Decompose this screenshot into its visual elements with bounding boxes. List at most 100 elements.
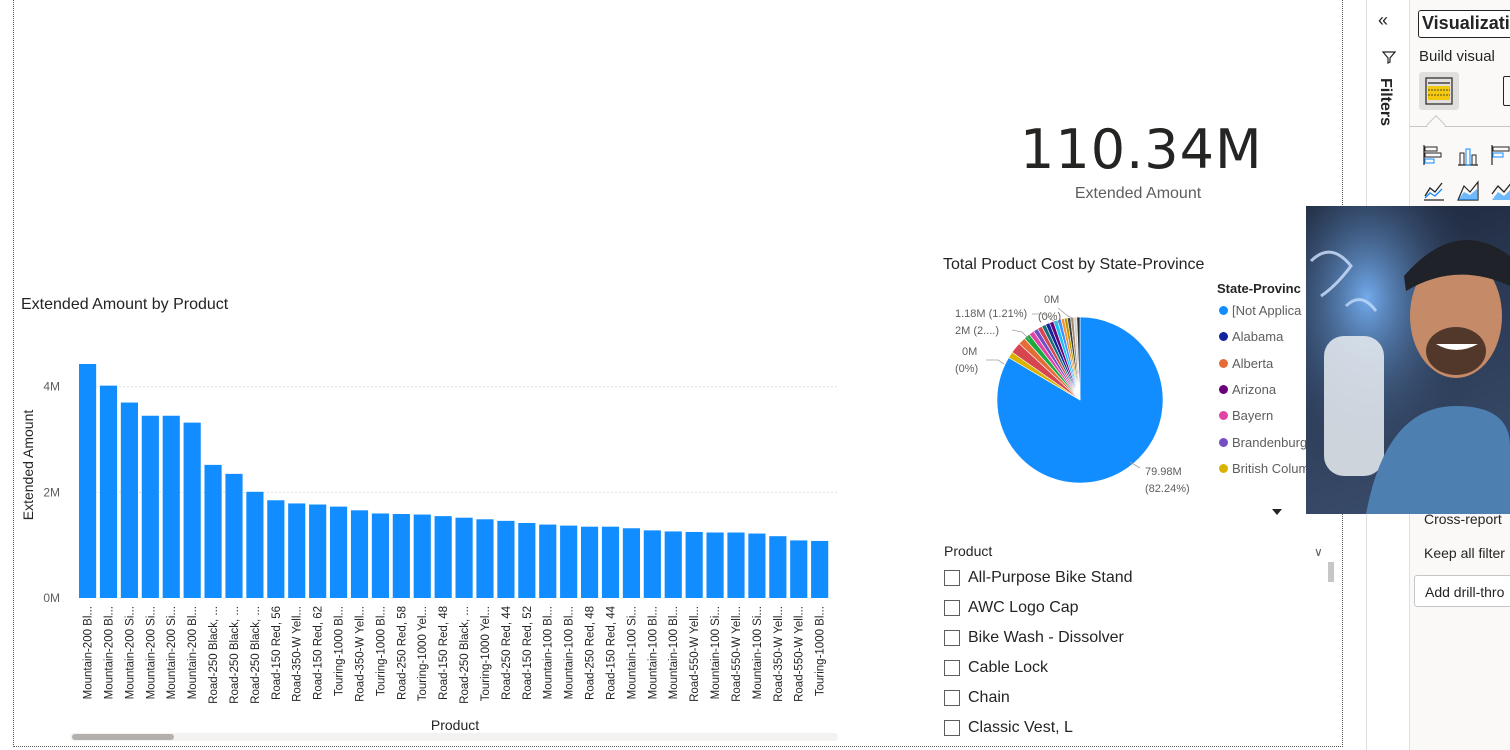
line-chart-icon[interactable] [1422, 178, 1446, 202]
pie-slice[interactable] [1076, 316, 1081, 401]
fields-well-icon[interactable] [1419, 72, 1459, 110]
bar[interactable] [350, 510, 369, 598]
slicer-item-label: AWC Logo Cap [968, 599, 1079, 616]
bar[interactable] [518, 522, 536, 598]
bar[interactable] [434, 516, 452, 598]
bar[interactable] [413, 514, 431, 598]
bar[interactable] [79, 363, 97, 598]
pie-data-label: 2M (2....) [955, 325, 999, 337]
legend-dot-icon [1219, 437, 1228, 447]
bar[interactable] [330, 506, 348, 598]
format-visual-icon[interactable] [1503, 76, 1510, 106]
x-tick-label: Mountain-200 Bl... [187, 606, 199, 699]
slicer-item[interactable]: AWC Logo Cap [944, 599, 1079, 617]
bar[interactable] [141, 415, 159, 598]
legend-item[interactable]: British Colum [1219, 461, 1309, 476]
clustered-bar-chart-icon[interactable] [1490, 143, 1510, 167]
visualizations-title[interactable]: Visualizati [1418, 10, 1510, 38]
bar[interactable] [811, 540, 829, 598]
checkbox[interactable] [944, 660, 960, 676]
x-tick-label: Touring-1000 Bl... [815, 606, 827, 696]
x-tick-label: Road-150 Red, 48 [438, 606, 450, 700]
area-chart-icon[interactable] [1456, 178, 1480, 202]
legend-item[interactable]: Brandenburg [1219, 435, 1307, 450]
bar[interactable] [664, 531, 682, 598]
webcam-overlay [1306, 206, 1510, 514]
legend-dot-icon [1219, 411, 1228, 421]
bar[interactable] [601, 526, 620, 598]
pie-slice[interactable] [996, 316, 1164, 484]
stacked-bar-chart-icon[interactable] [1422, 143, 1446, 167]
bar[interactable] [706, 532, 724, 598]
bar[interactable] [497, 520, 515, 598]
bar[interactable] [790, 540, 808, 598]
slicer-item-label: All-Purpose Bike Stand [968, 569, 1133, 586]
bar[interactable] [581, 526, 599, 598]
bar[interactable] [685, 531, 703, 598]
add-drill-through-button[interactable]: Add drill-thro [1414, 575, 1510, 607]
bar[interactable] [560, 525, 578, 598]
checkbox[interactable] [944, 720, 960, 736]
bar[interactable] [643, 530, 661, 598]
slicer-item-label: Cable Lock [968, 659, 1049, 676]
bar[interactable] [622, 528, 640, 598]
legend-item[interactable]: Bayern [1219, 408, 1273, 423]
bar[interactable] [392, 514, 410, 598]
bar[interactable] [455, 517, 473, 598]
bar[interactable] [371, 513, 389, 598]
chart-scrollbar-thumb[interactable] [72, 734, 174, 740]
slicer-item[interactable]: Chain [944, 689, 1010, 707]
bar[interactable] [288, 503, 306, 598]
chart-scrollbar-track[interactable] [70, 733, 838, 741]
bar[interactable] [120, 402, 138, 598]
stacked-area-chart-icon[interactable] [1490, 178, 1510, 202]
pie-leader-line [1057, 307, 1073, 319]
pie-data-label: (82.24%) [1145, 483, 1190, 495]
checkbox[interactable] [944, 630, 960, 646]
legend-item[interactable]: Arizona [1219, 382, 1276, 397]
slicer-scrollbar[interactable] [1328, 562, 1334, 582]
bar-chart[interactable]: 0M 2M 4M Extended Amount Mountain-200 Bl... M… [14, 330, 844, 750]
bar[interactable] [204, 464, 222, 598]
bar[interactable] [309, 504, 327, 598]
pie-chart[interactable]: 0M (0%) 1.18M (1.21%) 2M (2....) 0M (0%) 79.98… [940, 280, 1310, 520]
bar[interactable] [267, 500, 285, 598]
x-tick-label: Road-150 Red, 56 [271, 606, 283, 700]
bar[interactable] [246, 491, 264, 598]
bar[interactable] [476, 519, 494, 598]
legend-label: Arizona [1232, 381, 1277, 397]
slicer-item[interactable]: Classic Vest, L [944, 719, 1073, 737]
x-tick-label: Road-550-W Yell... [689, 606, 701, 702]
legend-item[interactable]: [Not Applica [1219, 303, 1301, 318]
bar[interactable] [748, 533, 766, 598]
x-tick-label: Mountain-200 Si... [166, 606, 178, 699]
legend-more-icon[interactable] [1272, 509, 1282, 515]
bar[interactable] [99, 385, 118, 598]
x-tick-label: Road-150 Red, 52 [522, 606, 534, 700]
pie-leader-line [1011, 329, 1031, 341]
checkbox[interactable] [944, 600, 960, 616]
bar[interactable] [727, 532, 745, 598]
x-tick-label: Mountain-100 Bl... [668, 606, 680, 699]
legend-item[interactable]: Alabama [1219, 329, 1283, 344]
checkbox[interactable] [944, 570, 960, 586]
slicer-item[interactable]: All-Purpose Bike Stand [944, 569, 1133, 587]
bar[interactable] [769, 536, 787, 598]
collapse-icon[interactable]: « [1378, 10, 1389, 30]
slicer-item[interactable]: Cable Lock [944, 659, 1048, 677]
bar[interactable] [539, 524, 557, 598]
pie-data-label: 0M [1044, 294, 1059, 306]
filters-label[interactable]: Filters [1377, 78, 1394, 127]
y-tick-label: 2M [43, 485, 60, 499]
stacked-column-chart-icon[interactable] [1456, 143, 1480, 167]
slicer-item[interactable]: Bike Wash - Dissolver [944, 629, 1124, 647]
bar[interactable] [162, 415, 180, 598]
bar[interactable] [225, 473, 243, 598]
filter-icon [1381, 50, 1397, 67]
pie-data-label: (0%) [955, 363, 978, 375]
legend-item[interactable]: Alberta [1219, 356, 1273, 371]
chevron-down-icon[interactable]: ∨ [1314, 545, 1323, 559]
bar[interactable] [183, 422, 201, 598]
bar-chart-title: Extended Amount by Product [21, 296, 229, 313]
checkbox[interactable] [944, 690, 960, 706]
